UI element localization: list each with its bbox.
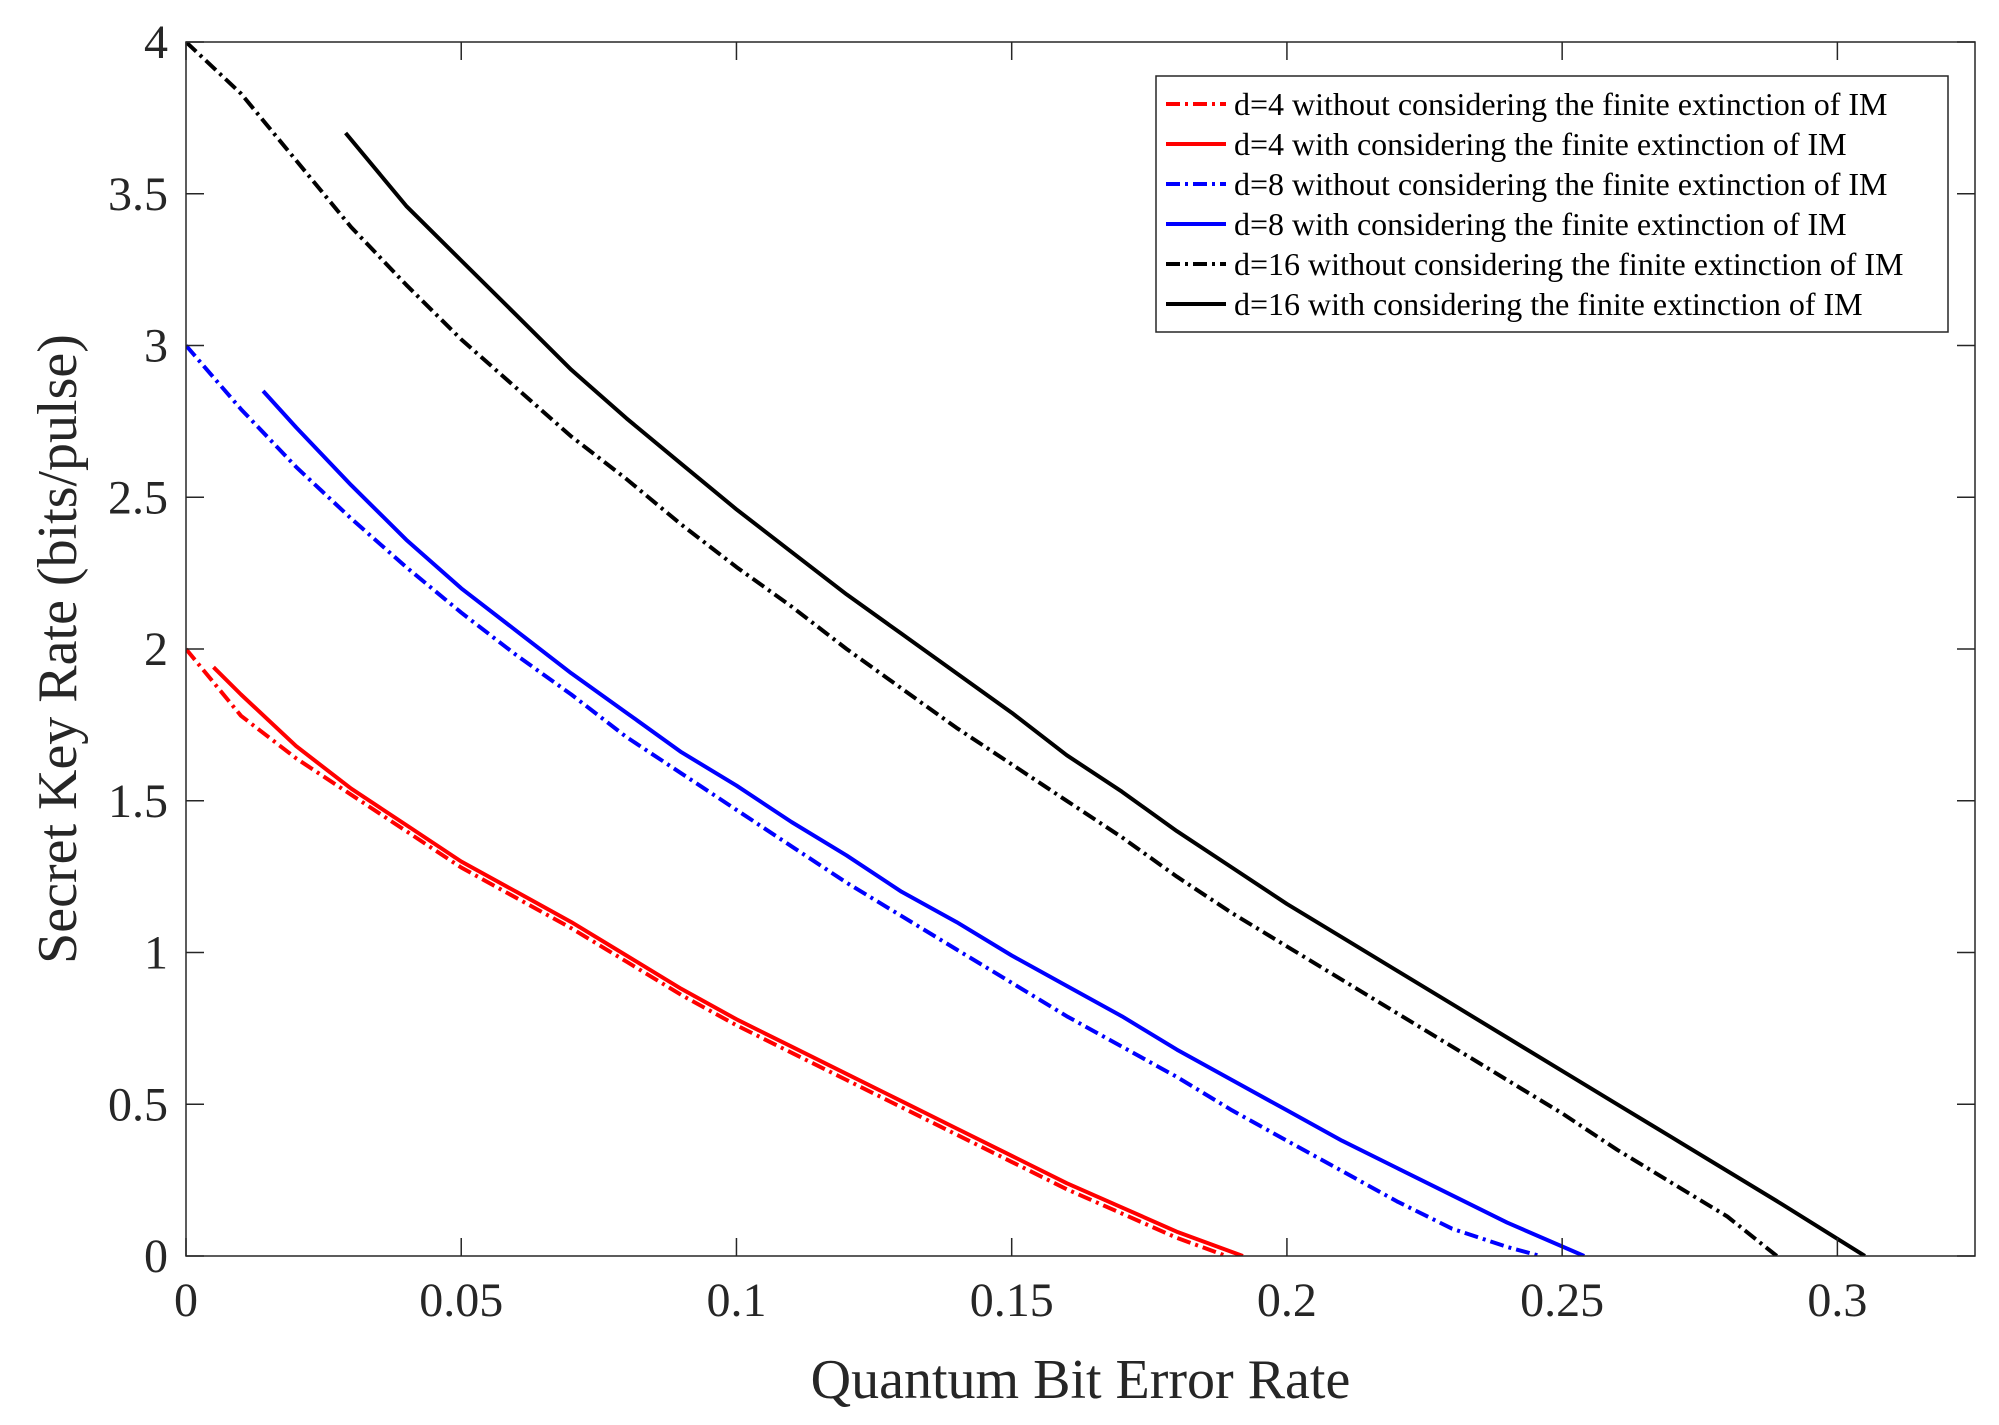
- y-tick-label: 2.5: [108, 471, 168, 524]
- x-tick-label: 0.05: [419, 1274, 503, 1327]
- x-axis-title: Quantum Bit Error Rate: [811, 1349, 1351, 1411]
- legend-label: d=16 with considering the finite extinct…: [1234, 286, 1863, 322]
- x-tick-label: 0: [174, 1274, 198, 1327]
- y-tick-label: 1: [144, 927, 168, 980]
- y-tick-label: 0.5: [108, 1078, 168, 1131]
- x-axis: 0 0.05 0.1 0.15 0.2 0.25 0.3: [174, 42, 1867, 1327]
- legend-label: d=4 with considering the finite extincti…: [1234, 126, 1847, 162]
- y-tick-label: 1.5: [108, 775, 168, 828]
- series-layer: [186, 42, 1866, 1256]
- series-line-2: [212, 665, 1244, 1256]
- y-tick-label: 4: [144, 16, 168, 69]
- legend-label: d=4 without considering the finite extin…: [1234, 86, 1887, 122]
- legend-label: d=8 without considering the finite extin…: [1234, 166, 1887, 202]
- legend-box: [1155, 75, 1949, 333]
- y-tick-label: 3.5: [108, 168, 168, 221]
- series-line-1: [186, 647, 1228, 1256]
- legend-label: d=8 with considering the finite extincti…: [1234, 206, 1847, 242]
- y-tick-label: 2: [144, 623, 168, 676]
- legend: d=4 without considering the finite extin…: [1155, 75, 1949, 333]
- series-line-6: [344, 131, 1866, 1256]
- series-line-3: [186, 344, 1541, 1256]
- y-axis-title: Secret Key Rate (bits/pulse): [27, 334, 89, 964]
- y-tick-label: 0: [144, 1230, 168, 1283]
- y-tick-label: 3: [144, 320, 168, 373]
- series-line-4: [261, 389, 1585, 1256]
- x-tick-label: 0.2: [1257, 1274, 1317, 1327]
- x-tick-label: 0.1: [706, 1274, 766, 1327]
- x-tick-label: 0.15: [970, 1274, 1054, 1327]
- x-tick-label: 0.3: [1807, 1274, 1867, 1327]
- legend-label: d=16 without considering the finite exti…: [1234, 246, 1903, 282]
- x-tick-label: 0.25: [1520, 1274, 1604, 1327]
- y-axis: 0 0.5 1 1.5 2 2.5 3 3.5 4: [108, 16, 1975, 1283]
